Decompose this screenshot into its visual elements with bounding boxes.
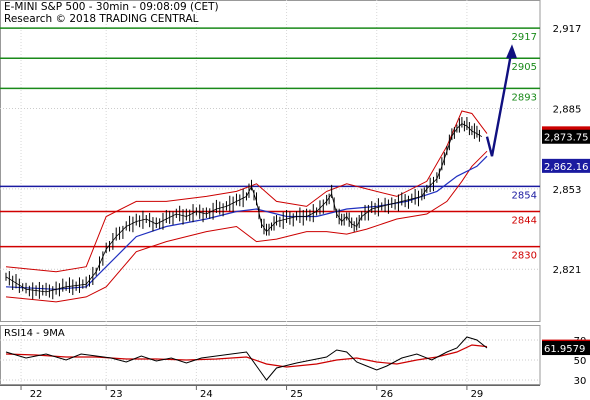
rsi-panel-frame — [0, 325, 541, 385]
price-line — [5, 123, 483, 293]
date-axis: 22 23 24 25 26 29 — [0, 385, 540, 400]
value-tag-label: 2,873.75 — [544, 133, 589, 144]
rsi-value-tag-label: 61.9579 — [544, 344, 585, 355]
x-tick-label: 26 — [380, 389, 393, 400]
value-tag — [542, 158, 590, 173]
y-tick-label: 2,917 — [553, 24, 582, 35]
y-tick-label: 2,885 — [553, 104, 582, 115]
rsi-value-tag — [542, 341, 590, 356]
rsi-ma-line — [5, 344, 488, 368]
resistance-level-label: 2917 — [512, 32, 537, 43]
x-tick-label: 22 — [30, 389, 43, 400]
y-tick-label: 2,821 — [553, 265, 582, 276]
forecast-arrowhead — [506, 44, 517, 59]
resistance-level-label: 2905 — [512, 62, 537, 73]
chart-title: E-MINI S&P 500 - 30min - 09:08:09 (CET) — [4, 1, 219, 13]
price-panel: 2,821 2,853 2,885 2,917 2917 2905 2893 2854 2844… — [0, 0, 590, 385]
rsi-tick-label: 30 — [574, 376, 587, 387]
resistance-level-label: 2893 — [512, 92, 537, 103]
moving-average-line — [5, 155, 488, 290]
support-level-label: 2844 — [512, 215, 537, 226]
value-tag-label: 2,862.16 — [544, 162, 589, 173]
x-tick-label: 25 — [290, 389, 303, 400]
support-level-label: 2830 — [512, 251, 537, 262]
price-panel-frame — [0, 0, 541, 322]
rsi-line — [5, 336, 488, 381]
rsi-tick-label: 50 — [574, 356, 587, 367]
bollinger-lower-line — [5, 150, 488, 303]
value-tag — [542, 129, 590, 144]
x-tick-label: 23 — [110, 389, 123, 400]
x-tick-label: 24 — [200, 389, 213, 400]
rsi-title: RSI14 - 9MA — [4, 328, 65, 339]
bollinger-upper-line — [5, 110, 488, 273]
copyright-notice: Research © 2018 TRADING CENTRAL — [4, 13, 199, 25]
rsi-panel: 30507063.401961.9579 — [0, 325, 590, 387]
forecast-arrow — [485, 47, 514, 157]
y-tick-label: 2,853 — [553, 185, 582, 196]
pivot-level-label: 2854 — [512, 190, 537, 201]
x-tick-label: 29 — [471, 389, 484, 400]
